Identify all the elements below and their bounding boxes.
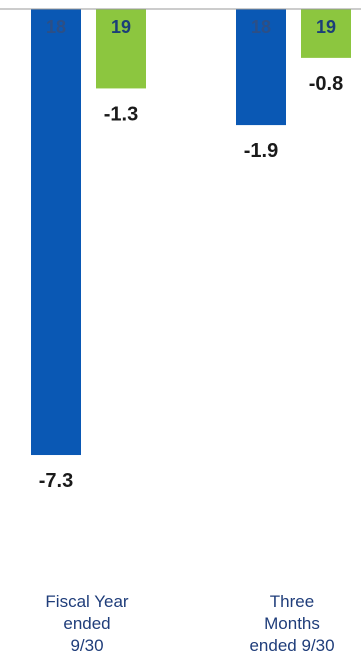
data-label-1-0: -1.9 — [244, 140, 278, 162]
series-label-0-0: 18 — [46, 17, 66, 37]
bar-0-0 — [31, 9, 81, 456]
bar-1-0 — [236, 9, 286, 126]
labels-group: 18 -7.3 19 -1.3 Fiscal Year ended 9/30 18 -1.9 19… — [39, 17, 343, 655]
data-label-0-0: -7.3 — [39, 470, 73, 492]
category-label-1: Three Months ended 9/30 — [249, 592, 334, 655]
data-label-0-1: -1.3 — [104, 103, 138, 125]
data-label-1-1: -0.8 — [309, 73, 343, 95]
bar-1-1 — [301, 9, 351, 58]
bars-group — [31, 9, 351, 456]
series-label-0-1: 19 — [111, 17, 131, 37]
bar-0-1 — [96, 9, 146, 89]
series-label-1-0: 18 — [251, 17, 271, 37]
category-label-0: Fiscal Year ended 9/30 — [45, 592, 128, 655]
series-label-1-1: 19 — [316, 17, 336, 37]
